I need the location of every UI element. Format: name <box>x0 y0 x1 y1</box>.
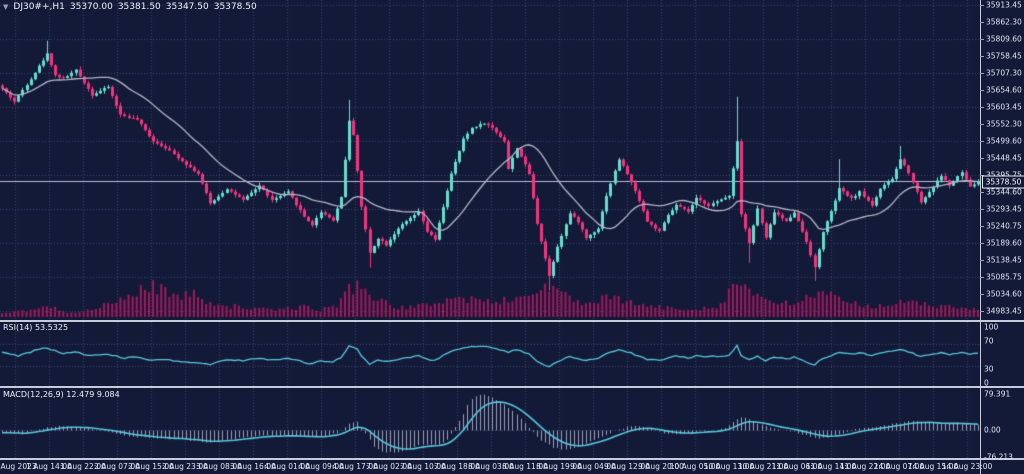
time-axis-label: 7 Aug 10:00 <box>400 462 446 471</box>
axis-tick <box>980 277 984 278</box>
price-axis-label: 35758.45 <box>986 51 1022 61</box>
indicator-scale-label: 0 <box>984 378 989 388</box>
axis-tick <box>980 73 984 74</box>
time-axis-label: 9 Aug 12:00 <box>604 462 650 471</box>
time-axis-label: 10 Aug 05:00 <box>669 462 721 471</box>
time-axis-label: 9 Aug 04:00 <box>570 462 616 471</box>
time-axis-label: 14 Aug 07:00 <box>873 462 925 471</box>
axis-tick <box>980 226 984 227</box>
time-axis-label: 8 Aug 11:00 <box>502 462 548 471</box>
macd-indicator-label: MACD(12,26,9) 12.479 9.084 <box>3 390 120 399</box>
price-axis-label: 35809.60 <box>986 34 1022 44</box>
time-axis-label: 1 Aug 2023 <box>0 462 37 471</box>
axis-tick <box>980 5 984 6</box>
time-axis-label: 11 Aug 22:00 <box>839 462 891 471</box>
time-axis-label: 10 Aug 21:00 <box>737 462 789 471</box>
price-axis-label: 35189.60 <box>986 238 1022 248</box>
axis-tick <box>980 209 984 210</box>
indicator-scale-label: 0.00 <box>984 425 1001 435</box>
symbol-period-label: DJ30#+,H1 <box>13 2 65 12</box>
time-axis-label: 11 Aug 06:00 <box>771 462 823 471</box>
price-axis-label: 35293.45 <box>986 204 1022 214</box>
low-value: 35347.50 <box>165 2 209 12</box>
axis-tick <box>980 124 984 125</box>
axis-tick <box>980 243 984 244</box>
price-axis-label: 35862.30 <box>986 17 1022 27</box>
dropdown-triangle-icon[interactable]: ▼ <box>3 3 9 11</box>
axis-tick <box>980 294 984 295</box>
axis-tick <box>980 56 984 57</box>
price-axis[interactable]: 35378.50 35913.45 35862.30 35809.60 35758.4… <box>980 0 1024 460</box>
time-axis-label: 14 Aug 15:00 <box>907 462 959 471</box>
axis-tick <box>980 141 984 142</box>
time-axis-label: 8 Aug 19:00 <box>536 462 582 471</box>
price-axis-label: 35448.45 <box>986 153 1022 163</box>
axis-tick <box>980 192 984 193</box>
axis-tick <box>980 22 984 23</box>
time-axis-label: 9 Aug 20:00 <box>638 462 684 471</box>
macd-pane-canvas[interactable] <box>0 388 980 460</box>
time-axis-label: 3 Aug 08:00 <box>196 462 242 471</box>
price-axis-label: 35654.60 <box>986 85 1022 95</box>
indicator-scale-label: 30 <box>984 364 994 374</box>
price-axis-label: 35499.60 <box>986 136 1022 146</box>
axis-tick <box>980 107 984 108</box>
time-axis-label: 7 Aug 18:00 <box>434 462 480 471</box>
price-axis-label: 35344.60 <box>986 187 1022 197</box>
axis-tick <box>980 39 984 40</box>
price-axis-label: 35034.60 <box>986 289 1022 299</box>
price-axis-label: 35913.45 <box>986 0 1022 10</box>
pane-separator[interactable] <box>0 458 1024 460</box>
open-value: 35370.00 <box>69 2 113 12</box>
price-axis-label: 34983.45 <box>986 306 1022 316</box>
rsi-indicator-label: RSI(14) 53.5325 <box>3 323 69 332</box>
pane-separator[interactable] <box>0 320 1024 322</box>
indicator-scale-label: 100 <box>984 322 999 332</box>
time-axis-label: 2 Aug 23:00 <box>162 462 208 471</box>
pane-separator[interactable] <box>0 386 1024 388</box>
price-chart-canvas[interactable] <box>0 0 980 320</box>
high-value: 35381.50 <box>117 2 161 12</box>
current-price-tag: 35378.50 <box>982 175 1024 188</box>
time-axis-label: 1 Aug 14:00 <box>26 462 72 471</box>
axis-tick <box>980 158 984 159</box>
time-axis-label: 10 Aug 13:00 <box>703 462 755 471</box>
time-axis-label: 4 Aug 01:00 <box>264 462 310 471</box>
indicator-scale-label: 79.391 <box>984 389 1011 399</box>
axis-tick <box>980 311 984 312</box>
price-axis-label: 35138.45 <box>986 255 1022 265</box>
time-axis-label: 14 Aug 23:00 <box>941 462 993 471</box>
axis-tick <box>980 260 984 261</box>
time-axis-label: 4 Aug 17:00 <box>332 462 378 471</box>
chart-title: ▼ DJ30#+,H1 35370.00 35381.50 35347.50 3… <box>3 2 257 12</box>
indicator-scale-label: -76.213 <box>984 452 1013 462</box>
time-axis-label: 11 Aug 14:00 <box>805 462 857 471</box>
price-axis-label: 35603.45 <box>986 102 1022 112</box>
price-axis-label: 35240.75 <box>986 221 1022 231</box>
rsi-pane-canvas[interactable] <box>0 322 980 386</box>
time-axis-label: 1 Aug 22:00 <box>60 462 106 471</box>
time-axis-label: 2 Aug 15:00 <box>128 462 174 471</box>
indicator-scale-label: 70 <box>984 336 994 346</box>
price-axis-label: 35707.30 <box>986 68 1022 78</box>
time-axis-label: 3 Aug 16:00 <box>230 462 276 471</box>
time-axis-label: 4 Aug 09:00 <box>298 462 344 471</box>
axis-tick <box>980 90 984 91</box>
time-axis-label: 2 Aug 07:00 <box>94 462 140 471</box>
price-axis-label: 35552.30 <box>986 119 1022 129</box>
time-axis-label: 7 Aug 02:00 <box>366 462 412 471</box>
close-value: 35378.50 <box>213 2 257 12</box>
time-axis-label: 8 Aug 03:00 <box>468 462 514 471</box>
axis-separator <box>980 0 981 474</box>
price-axis-label: 35085.75 <box>986 272 1022 282</box>
